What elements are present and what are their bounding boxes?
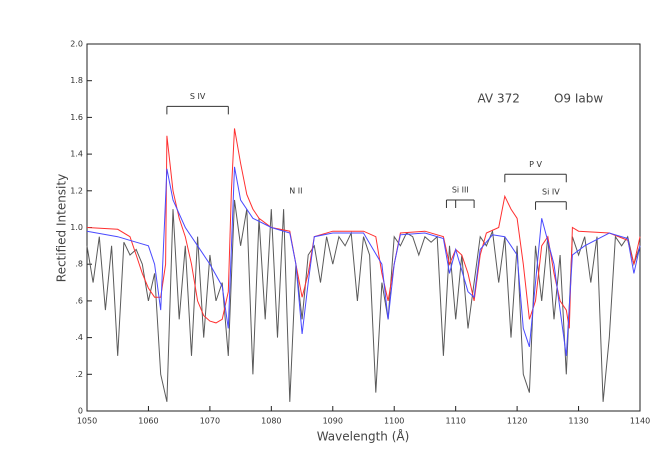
y-tick-label: .6 <box>75 296 83 305</box>
y-axis-label: Rectified Intensity <box>55 174 69 282</box>
x-tick-label: 1070 <box>200 417 220 426</box>
annotation: O9 Iabw <box>554 92 603 106</box>
y-tick-label: 2.0 <box>70 40 83 49</box>
annotation: N II <box>289 186 302 195</box>
annotation: P V <box>529 160 542 169</box>
x-tick-label: 1110 <box>445 417 465 426</box>
annotation: Si III <box>452 185 469 194</box>
x-tick-label: 1120 <box>507 417 527 426</box>
y-tick-label: 1.6 <box>70 113 83 122</box>
x-tick-label: 1100 <box>384 417 404 426</box>
y-tick-label: 1.4 <box>70 150 83 159</box>
x-tick-label: 1060 <box>138 417 158 426</box>
x-tick-label: 1130 <box>568 417 588 426</box>
x-tick-label: 1090 <box>323 417 343 426</box>
y-tick-label: 1.8 <box>70 76 83 85</box>
y-tick-label: .4 <box>75 333 83 342</box>
x-tick-label: 1140 <box>630 417 650 426</box>
spectrum-line <box>86 128 641 329</box>
y-tick-label: 1.0 <box>70 223 83 232</box>
y-tick-label: 0 <box>78 407 83 416</box>
x-axis-label: Wavelength (Å) <box>317 429 410 444</box>
y-tick-label: .8 <box>75 260 83 269</box>
spectrum-line <box>86 199 641 402</box>
spectrum-line <box>86 166 641 356</box>
x-tick-label: 1050 <box>77 417 97 426</box>
annotation: S IV <box>190 92 206 101</box>
annotation: AV 372 <box>477 92 519 106</box>
y-tick-label: .2 <box>75 370 83 379</box>
x-tick-label: 1080 <box>261 417 281 426</box>
y-tick-label: 1.2 <box>70 186 83 195</box>
annotation: Si IV <box>542 187 560 196</box>
